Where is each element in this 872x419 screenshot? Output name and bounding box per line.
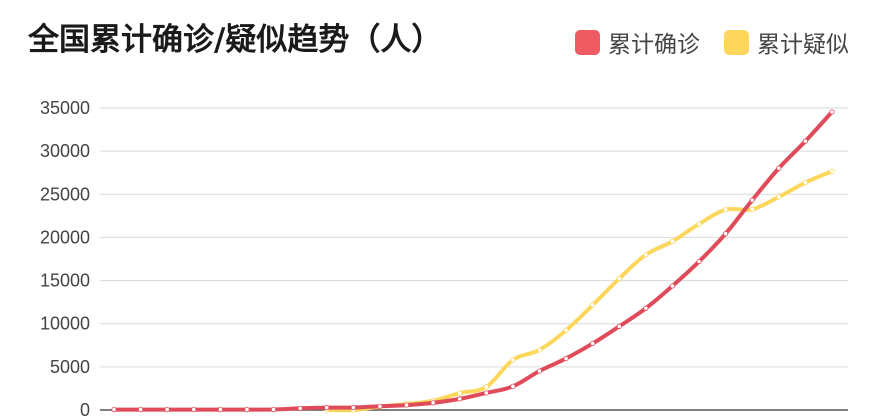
data-point-confirmed-21 (669, 283, 676, 289)
data-point-confirmed-14 (483, 390, 489, 396)
data-point-confirmed-13 (457, 396, 463, 402)
data-point-suspected-8 (536, 347, 543, 353)
data-point-confirmed-25 (776, 165, 782, 171)
data-point-suspected-18 (802, 179, 809, 186)
y-tick-label-0: 0 (80, 400, 90, 419)
series-line-suspected (324, 169, 834, 413)
chart-title: 全国累计确诊/疑似趋势（人） (28, 22, 443, 58)
data-point-confirmed-0 (111, 407, 117, 413)
data-point-confirmed-17 (563, 355, 569, 362)
chart-legend: 累计确诊 累计疑似 (575, 25, 849, 59)
data-point-confirmed-4 (217, 407, 223, 413)
data-point-confirmed-16 (536, 368, 543, 374)
series-line-confirmed (112, 109, 834, 412)
y-tick-label-20000: 20000 (40, 227, 90, 247)
data-point-suspected-13 (669, 238, 676, 244)
legend-item-suspected[interactable]: 累计疑似 (724, 25, 849, 59)
y-tick-label-15000: 15000 (40, 271, 90, 291)
data-point-suspected-19 (829, 168, 835, 174)
data-point-suspected-6 (483, 384, 489, 390)
data-point-confirmed-26 (802, 138, 809, 144)
data-point-confirmed-23 (723, 231, 729, 237)
data-point-confirmed-20 (643, 305, 649, 311)
y-tick-label-30000: 30000 (40, 141, 90, 161)
legend-item-confirmed[interactable]: 累计确诊 (575, 25, 700, 59)
data-point-suspected-14 (696, 221, 702, 227)
data-point-confirmed-1 (137, 407, 144, 413)
data-point-confirmed-5 (244, 407, 250, 413)
data-point-suspected-17 (776, 194, 782, 200)
data-point-suspected-10 (590, 302, 596, 308)
data-point-suspected-12 (643, 252, 649, 258)
data-point-suspected-7 (510, 357, 516, 363)
data-point-confirmed-3 (191, 407, 197, 413)
y-tick-label-5000: 5000 (50, 357, 90, 377)
data-point-confirmed-18 (590, 340, 596, 347)
data-point-confirmed-27 (829, 109, 835, 115)
data-point-confirmed-19 (616, 323, 622, 329)
y-tick-label-35000: 35000 (40, 98, 90, 118)
data-point-confirmed-22 (696, 258, 702, 265)
data-point-confirmed-10 (377, 403, 383, 409)
legend-label-confirmed: 累计确诊 (608, 32, 700, 58)
y-tick-label-25000: 25000 (40, 184, 90, 204)
data-point-suspected-11 (616, 275, 622, 282)
data-point-confirmed-8 (324, 405, 330, 411)
legend-label-suspected: 累计疑似 (757, 32, 849, 58)
data-point-confirmed-15 (510, 383, 516, 389)
data-point-suspected-16 (749, 206, 755, 212)
data-point-suspected-5 (457, 390, 463, 396)
legend-swatch-confirmed (575, 29, 600, 55)
data-point-suspected-15 (723, 207, 729, 213)
data-point-confirmed-24 (749, 197, 755, 203)
data-point-confirmed-11 (403, 402, 410, 408)
data-point-confirmed-2 (164, 407, 170, 413)
data-point-confirmed-9 (350, 404, 356, 411)
data-point-confirmed-7 (297, 405, 303, 411)
data-point-confirmed-12 (430, 400, 436, 406)
y-tick-label-10000: 10000 (40, 314, 90, 334)
data-point-confirmed-6 (270, 406, 277, 413)
legend-swatch-suspected (724, 29, 749, 55)
data-point-suspected-9 (563, 327, 569, 333)
